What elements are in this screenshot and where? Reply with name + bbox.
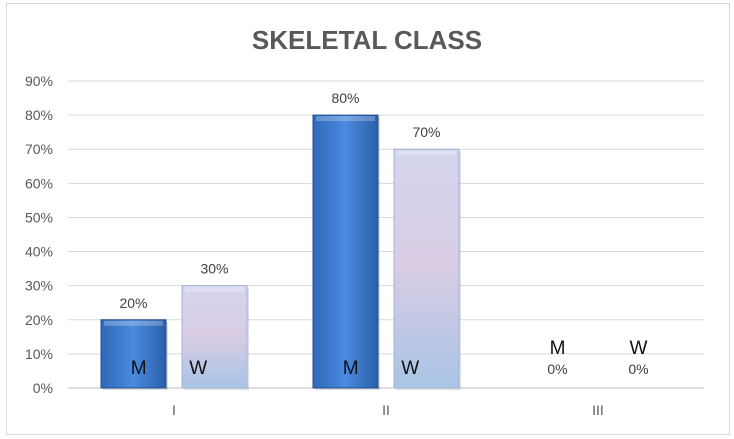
data-label: 80%	[331, 90, 359, 106]
bar-bevel	[316, 116, 375, 122]
y-tick-label: 70%	[25, 141, 53, 157]
series-name-label: W	[189, 358, 207, 379]
series-name-label: M	[131, 358, 147, 379]
series-name-label: W	[630, 338, 648, 359]
y-tick-label: 50%	[25, 209, 53, 225]
data-label: 70%	[412, 124, 440, 140]
x-tick-label: I	[172, 402, 176, 418]
y-tick-label: 10%	[25, 346, 53, 362]
y-tick-label: 30%	[25, 278, 53, 294]
data-label: 0%	[547, 361, 567, 377]
y-tick-label: 80%	[25, 107, 53, 123]
x-tick-label: III	[592, 402, 604, 418]
data-label: 30%	[200, 261, 228, 277]
bar-w-i	[181, 285, 248, 389]
y-tick-label: 40%	[25, 244, 53, 260]
y-tick-label: 0%	[33, 380, 53, 396]
chart-title: SKELETAL CLASS	[252, 25, 482, 55]
bar-bevel	[185, 286, 244, 292]
bar-m-i	[100, 319, 167, 389]
series-name-label: M	[343, 358, 359, 379]
data-label: 0%	[628, 361, 648, 377]
bar-bevel	[104, 320, 163, 326]
series-name-label: M	[550, 338, 566, 359]
bar-m-ii	[312, 114, 379, 389]
y-tick-label: 20%	[25, 312, 53, 328]
data-label: 20%	[119, 295, 147, 311]
series-name-label: W	[401, 358, 419, 379]
chart-frame	[6, 3, 730, 435]
bar-w-ii	[393, 148, 460, 389]
x-tick-label: II	[382, 402, 390, 418]
y-tick-label: 90%	[25, 73, 53, 89]
bar-bevel	[397, 150, 456, 156]
y-tick-label: 60%	[25, 175, 53, 191]
